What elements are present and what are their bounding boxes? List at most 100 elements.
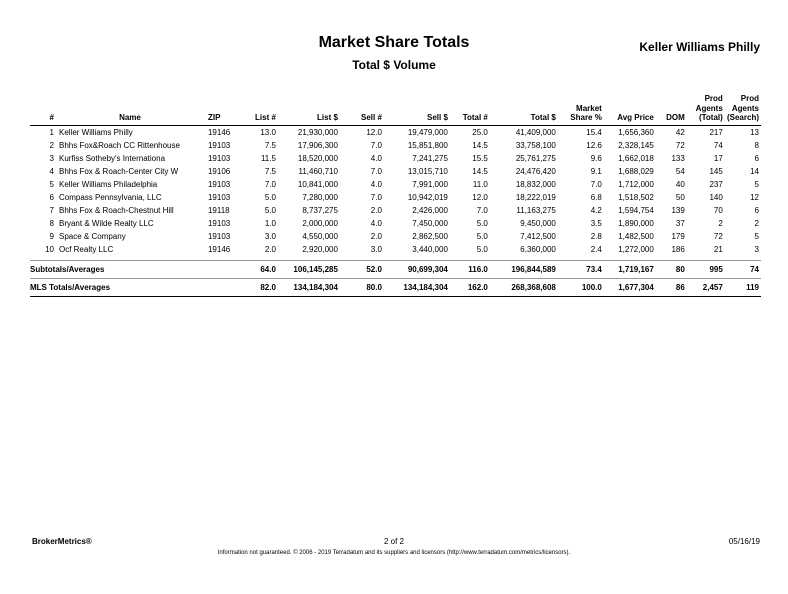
cell-list-count: 3.0: [264, 231, 276, 241]
cell-sell-volume: 7,241,275: [412, 153, 448, 163]
cell-prod-agents-total: 140: [709, 192, 723, 202]
cell-zip: 19103: [207, 192, 231, 202]
cell-total-volume: 7,412,500: [520, 231, 556, 241]
cell-rank: 4: [49, 166, 54, 176]
cell-list-count: 13.0: [260, 127, 276, 137]
table-cell: 134,184,304: [403, 282, 448, 292]
cell-list-count: 5.0: [264, 205, 276, 215]
cell-avg-price: 1,662,018: [618, 153, 654, 163]
cell-zip: 19146: [207, 244, 231, 254]
cell-total-volume: 18,222,019: [515, 192, 556, 202]
cell-total-count: 15.5: [472, 153, 488, 163]
cell-total-volume: 9,450,000: [520, 218, 556, 228]
cell-sell-count: 7.0: [370, 140, 382, 150]
cell-total-count: 12.0: [472, 192, 488, 202]
col-header-zip: ZIP: [207, 113, 221, 122]
cell-sell-volume: 13,015,710: [407, 166, 448, 176]
cell-avg-price: 1,594,754: [618, 205, 654, 215]
cell-zip: 19103: [207, 140, 231, 150]
table-cell: 80.0: [366, 282, 382, 292]
cell-sell-volume: 7,991,000: [412, 179, 448, 189]
cell-dom: 139: [671, 205, 685, 215]
cell-rank: 7: [49, 205, 54, 215]
cell-sell-volume: 2,862,500: [412, 231, 448, 241]
cell-sell-volume: 2,426,000: [412, 205, 448, 215]
subtotals-row: Subtotals/Averages 64.0 106,145,285 52.0…: [30, 260, 761, 278]
cell-sell-count: 4.0: [370, 179, 382, 189]
cell-sell-count: 2.0: [370, 231, 382, 241]
cell-market-share: 15.4: [586, 127, 602, 137]
cell-rank: 10: [45, 244, 54, 254]
cell-sell-volume: 3,440,000: [412, 244, 448, 254]
cell-zip: 19146: [207, 127, 231, 137]
table-row: 2 Bhhs Fox&Roach CC Rittenhouse 19103 7.5 17…: [30, 139, 761, 152]
report-subtitle: Total $ Volume: [352, 58, 436, 72]
cell-dom: 186: [671, 244, 685, 254]
table-cell: 80: [675, 264, 685, 274]
cell-total-volume: 18,832,000: [515, 179, 556, 189]
table-cell: 82.0: [260, 282, 276, 292]
cell-prod-agents-search: 6: [754, 153, 759, 163]
table-cell: 196,844,589: [511, 264, 556, 274]
cell-dom: 40: [675, 179, 685, 189]
cell-dom: 50: [675, 192, 685, 202]
mls-totals-row: MLS Totals/Averages 82.0 134,184,304 80.…: [30, 278, 761, 296]
cell-prod-agents-total: 70: [713, 205, 723, 215]
col-header-prod-agents-search: Prod Agents (Search): [726, 94, 759, 122]
cell-list-count: 7.0: [264, 179, 276, 189]
cell-total-volume: 41,409,000: [515, 127, 556, 137]
cell-dom: 37: [675, 218, 685, 228]
table-header-row: # Name ZIP List # List $ Sell # Sell $ T…: [30, 94, 761, 125]
cell-avg-price: 1,272,000: [618, 244, 654, 254]
col-header-rank: #: [49, 113, 54, 122]
cell-market-share: 6.8: [590, 192, 602, 202]
table-cell: 52.0: [366, 264, 382, 274]
table-row: 6 Compass Pennsylvania, LLC 19103 5.0 7,280,…: [30, 191, 761, 204]
cell-total-volume: 6,360,000: [520, 244, 556, 254]
cell-prod-agents-total: 2: [718, 218, 723, 228]
cell-prod-agents-total: 17: [713, 153, 723, 163]
cell-broker-name: Keller Williams Philly: [58, 127, 133, 137]
col-header-sell-count: Sell #: [361, 113, 382, 122]
cell-avg-price: 1,518,502: [618, 192, 654, 202]
cell-sell-count: 7.0: [370, 192, 382, 202]
cell-total-count: 5.0: [476, 231, 488, 241]
footer-date: 05/16/19: [728, 537, 760, 546]
cell-market-share: 12.6: [586, 140, 602, 150]
cell-list-volume: 7,280,000: [302, 192, 338, 202]
cell-sell-volume: 15,851,800: [407, 140, 448, 150]
cell-market-share: 2.4: [590, 244, 602, 254]
cell-zip: 19118: [207, 205, 230, 215]
cell-rank: 3: [49, 153, 54, 163]
cell-prod-agents-total: 72: [713, 231, 723, 241]
table-cell: 90,699,304: [407, 264, 448, 274]
footer-page-number: 2 of 2: [383, 537, 404, 546]
cell-broker-name: Bryant & Wilde Realty LLC: [58, 218, 154, 228]
cell-market-share: 9.6: [590, 153, 602, 163]
cell-prod-agents-search: 2: [754, 218, 759, 228]
cell-avg-price: 1,890,000: [618, 218, 654, 228]
cell-prod-agents-search: 3: [754, 244, 759, 254]
subtotals-label: Subtotals/Averages: [30, 264, 105, 274]
cell-dom: 42: [675, 127, 685, 137]
cell-list-volume: 18,520,000: [297, 153, 338, 163]
cell-prod-agents-search: 5: [754, 231, 759, 241]
cell-list-volume: 2,920,000: [302, 244, 338, 254]
cell-total-count: 14.5: [472, 140, 488, 150]
col-header-total-count: Total #: [462, 113, 488, 122]
cell-broker-name: Keller Williams Philadelphia: [58, 179, 158, 189]
cell-list-count: 11.5: [260, 153, 276, 163]
cell-rank: 2: [49, 140, 54, 150]
cell-sell-volume: 7,450,000: [412, 218, 448, 228]
cell-total-count: 11.0: [472, 179, 488, 189]
col-header-avg-price: Avg Price: [617, 113, 654, 122]
cell-total-volume: 33,758,100: [515, 140, 556, 150]
cell-broker-name: Kurfiss Sotheby's Internationa: [58, 153, 166, 163]
cell-prod-agents-total: 237: [709, 179, 723, 189]
cell-market-share: 3.5: [590, 218, 602, 228]
table-cell: 64.0: [260, 264, 276, 274]
table-row: 5 Keller Williams Philadelphia 19103 7.0 10,…: [30, 178, 761, 191]
mls-totals-label: MLS Totals/Averages: [30, 282, 111, 292]
cell-total-count: 5.0: [476, 218, 488, 228]
cell-zip: 19103: [207, 231, 231, 241]
